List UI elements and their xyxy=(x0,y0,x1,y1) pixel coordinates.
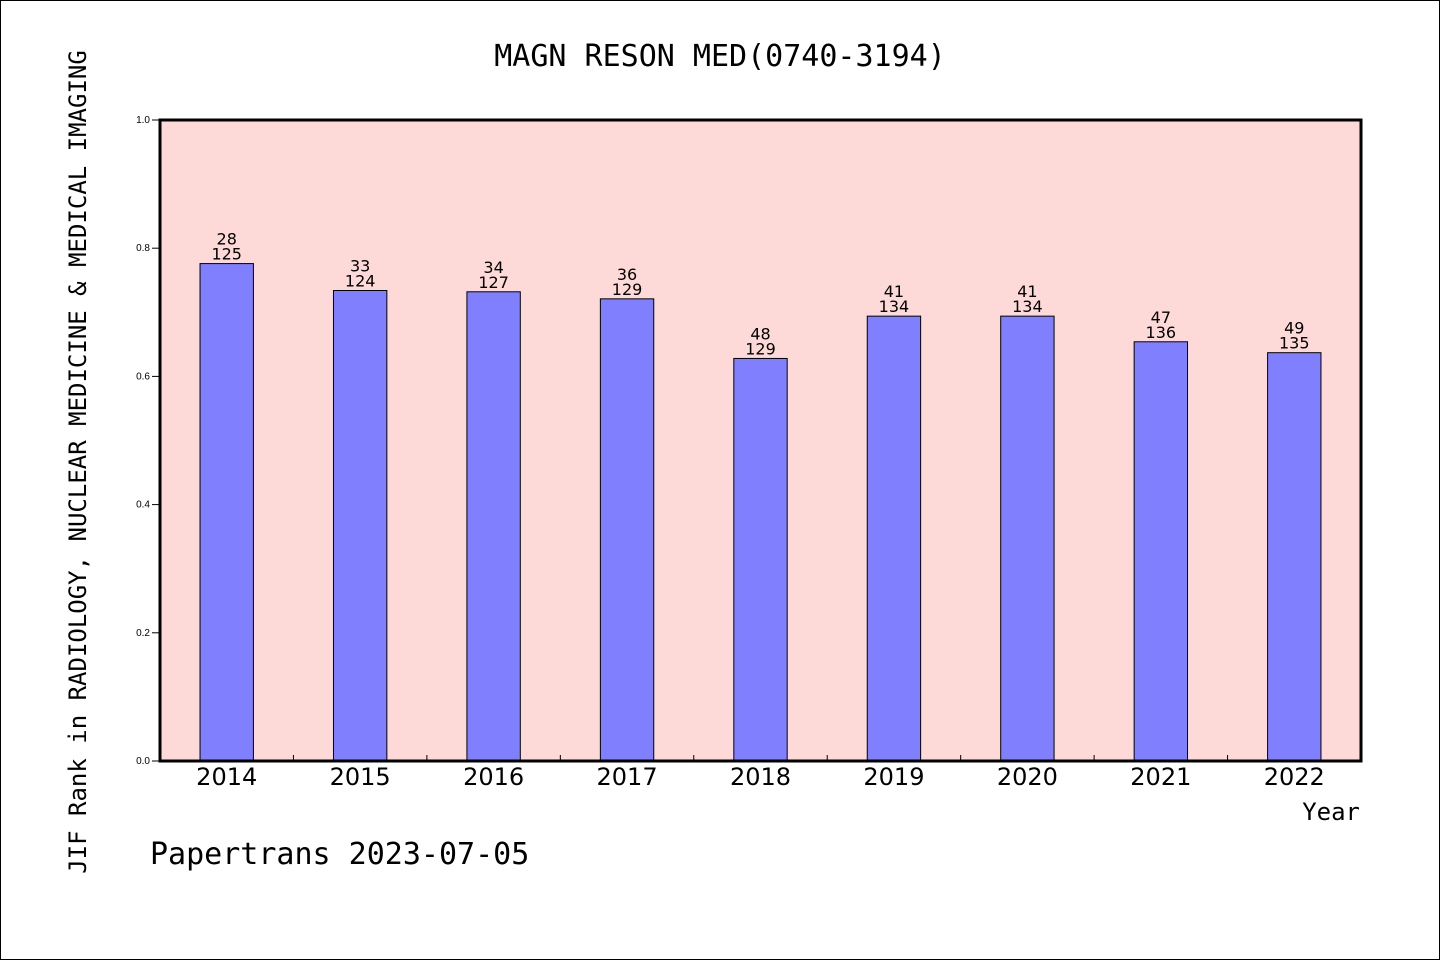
x-axis-label: Year xyxy=(1302,798,1360,826)
bar-total-label-2020: 134 xyxy=(1012,297,1043,316)
x-tick-label-2014: 2014 xyxy=(196,763,257,791)
bar-rank-label-2022: 49 xyxy=(1284,319,1304,338)
bar-2021 xyxy=(1133,341,1189,762)
y-axis-label: JIF Rank in RADIOLOGY, NUCLEAR MEDICINE … xyxy=(64,50,92,874)
y-tick-label: 0.0 xyxy=(136,756,150,767)
bar-total-label-2015: 124 xyxy=(345,272,376,291)
bar-rank-label-2019: 41 xyxy=(884,282,904,301)
bar-rank-label-2015: 33 xyxy=(350,257,370,276)
x-tick-label-2018: 2018 xyxy=(730,763,791,791)
x-tick-label-2022: 2022 xyxy=(1264,763,1325,791)
bar-total-label-2019: 134 xyxy=(879,297,910,316)
bar-2018 xyxy=(733,357,788,762)
y-tick-label: 0.2 xyxy=(136,628,150,639)
bars-group xyxy=(199,263,1322,762)
x-tick-label-2016: 2016 xyxy=(463,763,524,791)
plot-border xyxy=(158,118,1363,763)
bar-2019 xyxy=(866,315,922,762)
footer-text: Papertrans 2023-07-05 xyxy=(150,837,529,872)
bar-2017 xyxy=(599,298,655,762)
x-axis: 2014 2015 2016 2017 2018 2019 2020 2021 2022 xyxy=(196,755,1325,791)
bar-rank-label-2014: 28 xyxy=(217,230,237,249)
bar-2020 xyxy=(1000,315,1055,762)
bar-total-label-2016: 127 xyxy=(478,273,509,292)
bar-2014 xyxy=(199,263,254,762)
chart-title: MAGN RESON MED(0740-3194) xyxy=(494,39,946,74)
x-tick-label-2017: 2017 xyxy=(597,763,658,791)
bar-rank-label-2021: 47 xyxy=(1151,308,1171,327)
y-tick-label: 0.8 xyxy=(136,243,150,254)
bar-total-label-2022: 135 xyxy=(1279,334,1310,353)
x-tick-label-2021: 2021 xyxy=(1130,763,1191,791)
bar-rank-label-2016: 34 xyxy=(483,258,503,277)
x-tick-label-2020: 2020 xyxy=(997,763,1058,791)
y-tick-label: 0.6 xyxy=(136,371,150,382)
bar-rank-label-2017: 36 xyxy=(617,265,637,284)
y-axis: 0.0 0.2 0.4 0.6 0.8 1.0 xyxy=(136,115,160,767)
y-tick-label: 0.4 xyxy=(136,500,150,511)
bar-rank-label-2020: 41 xyxy=(1017,282,1037,301)
bar-total-label-2014: 125 xyxy=(211,245,242,264)
bar-rank-label-2018: 48 xyxy=(750,324,770,343)
bar-total-label-2018: 129 xyxy=(745,339,776,358)
bar-2015 xyxy=(332,290,388,762)
bar-2022 xyxy=(1267,352,1322,762)
y-tick-label: 1.0 xyxy=(136,115,150,126)
x-tick-label-2019: 2019 xyxy=(863,763,924,791)
bar-total-label-2017: 129 xyxy=(612,280,643,299)
bar-2016 xyxy=(466,291,521,762)
x-tick-label-2015: 2015 xyxy=(330,763,391,791)
bar-total-label-2021: 136 xyxy=(1146,323,1177,342)
